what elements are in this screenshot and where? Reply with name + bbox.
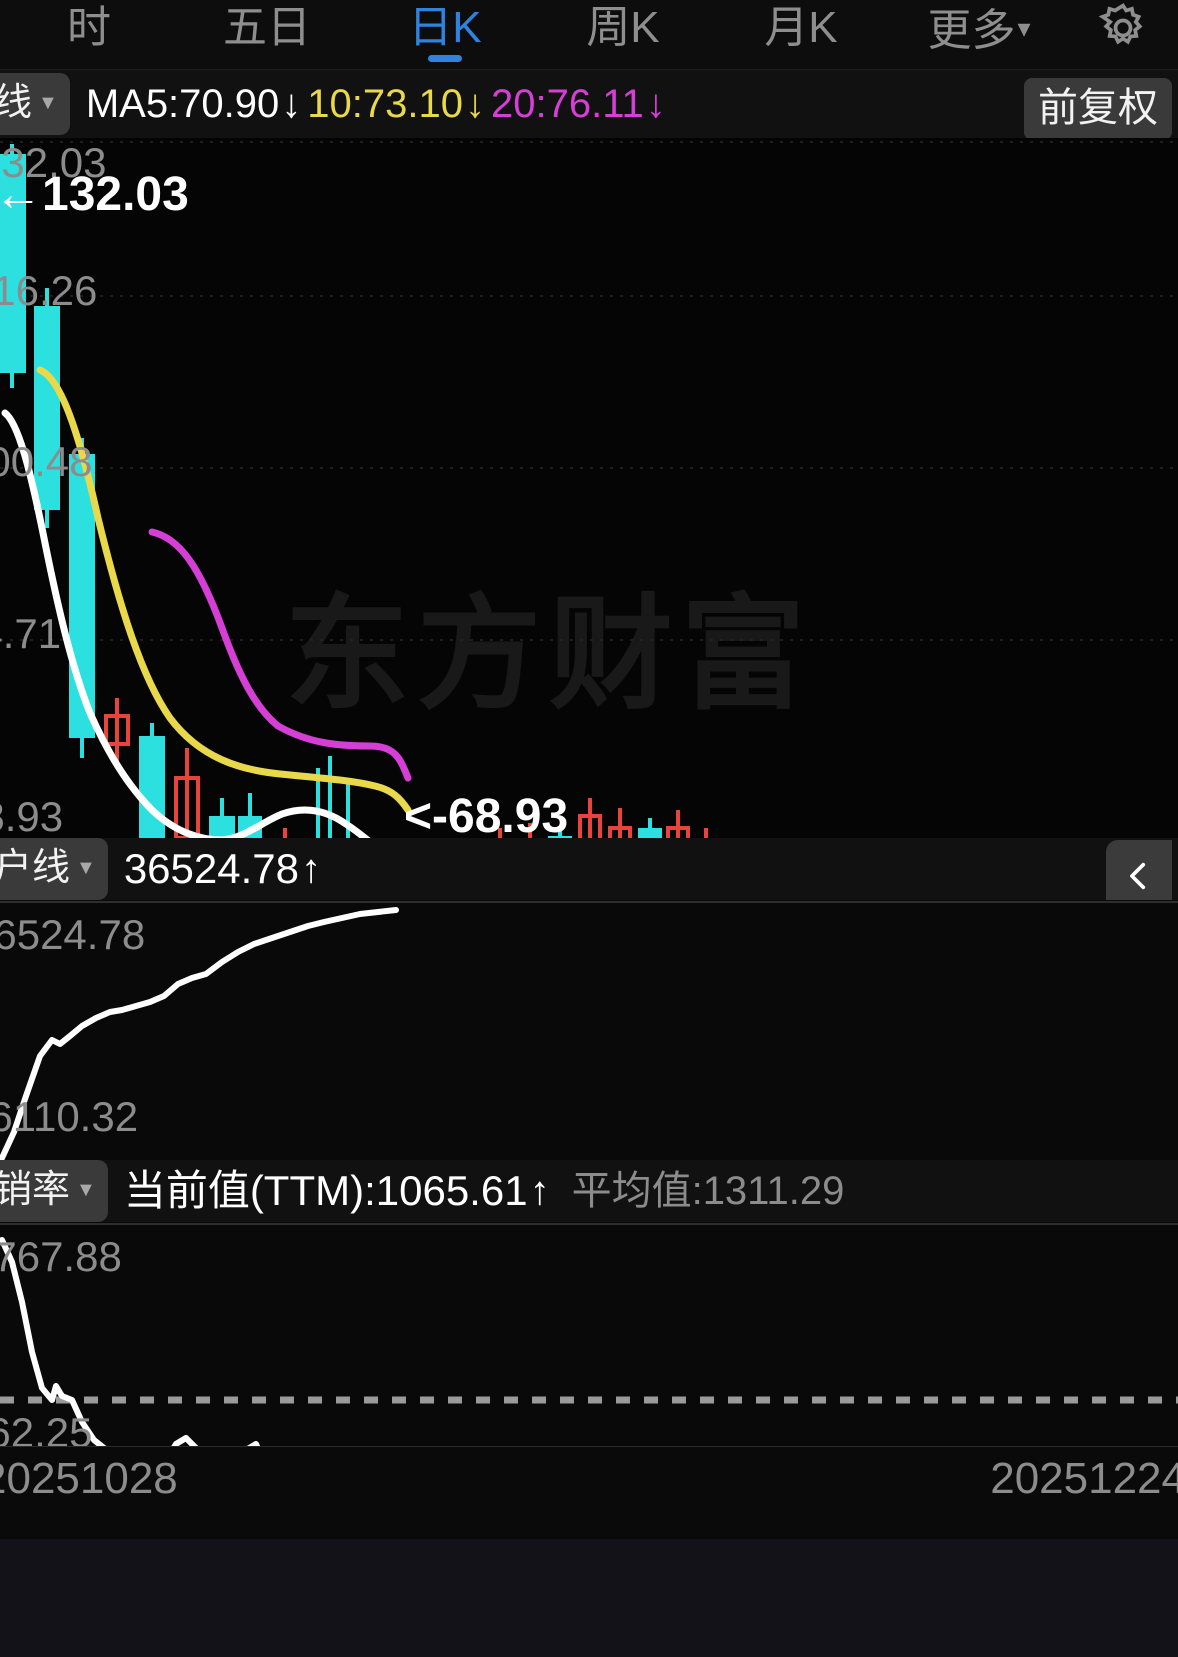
tab-intraday[interactable]: 时 (0, 0, 178, 70)
tab-five-day[interactable]: 五日 (178, 0, 356, 70)
low-price-annotation: <-68.93 (404, 790, 569, 842)
ma10-value: 10:73.10 (307, 82, 463, 126)
ps-ratio-panel[interactable]: 1767.88 862.25 (0, 1222, 1178, 1447)
ps-ratio-indicator-row: 销率 ▼ 当前值(TTM):1065.61 ↑ 平均值:1311.29 (0, 1160, 1178, 1222)
price-axis-label-4: 84.71 (0, 610, 62, 657)
ma-values: MA5:70.90 ↓ 10:73.10 ↓ 20:76.11 ↓ (86, 84, 672, 124)
chart-period-tabbar: 时 五日 日K 周K 月K 更多▾ (0, 0, 1178, 70)
ma5-direction-arrow: ↓ (281, 82, 302, 126)
panel2-indicator-selector[interactable]: 户线 ▼ (0, 838, 108, 900)
panel2-direction-arrow: ↑ (301, 846, 321, 891)
price-axis-label-3: 100.48 (0, 438, 93, 485)
shareholder-count-panel[interactable]: 36524.78 16110.32 (0, 900, 1178, 1165)
panel3-indicator-label: 销率 (0, 1169, 71, 1211)
chevron-left-icon (1122, 855, 1156, 902)
panel3-average-value: 平均值:1311.29 (571, 1169, 845, 1213)
ma-indicator-row: 线 ▼ MA5:70.90 ↓ 10:73.10 ↓ 20:76.11 ↓ (0, 70, 1178, 138)
tab-weekly-k-label: 周K (586, 3, 660, 52)
chevron-down-icon: ▾ (1017, 13, 1031, 43)
ps-ratio-line-plot (0, 1223, 1178, 1446)
ma10-direction-arrow: ↓ (464, 82, 485, 126)
date-axis-start: 20251028 (0, 1454, 178, 1503)
panel3-current-value: 当前值(TTM):1065.61 (123, 1167, 528, 1214)
panel3-axis-top-label: 1767.88 (0, 1233, 122, 1280)
tab-daily-k-label: 日K (408, 3, 482, 52)
tab-intraday-label: 时 (67, 3, 111, 52)
price-adjust-label: 前复权 (1038, 86, 1158, 130)
tab-monthly-k-label: 月K (764, 3, 838, 52)
tab-weekly-k[interactable]: 周K (534, 0, 712, 70)
ma20-direction-arrow: ↓ (645, 82, 666, 126)
ma5-value: MA5:70.90 (85, 82, 280, 126)
panel2-value: 36524.78 (123, 845, 299, 892)
shareholder-line-plot (0, 901, 1178, 1161)
date-axis: 20251028 20251224 (0, 1447, 1178, 1539)
tab-daily-k[interactable]: 日K (356, 0, 534, 70)
price-adjust-button[interactable]: 前复权 (1024, 78, 1172, 140)
panel3-axis-bottom-label: 862.25 (0, 1409, 93, 1447)
gear-icon (1095, 0, 1151, 56)
date-axis-end: 20251224 (990, 1454, 1178, 1503)
panel2-axis-bottom-label: 16110.32 (0, 1093, 139, 1140)
ma-indicator-label: 线 (0, 82, 33, 124)
tab-more[interactable]: 更多▾ (890, 0, 1068, 70)
bottom-spacer (0, 1539, 1178, 1657)
shareholder-indicator-row: 户线 ▼ 36524.78 ↑ (0, 838, 1178, 900)
panel2-indicator-label: 户线 (0, 847, 71, 889)
price-axis-label-5: 68.93 (0, 793, 64, 840)
chevron-down-icon: ▼ (38, 92, 58, 114)
ma20-value: 20:76.11 (490, 82, 644, 126)
tab-active-underline (428, 55, 462, 62)
panel3-direction-arrow: ↑ (529, 1168, 550, 1213)
panel2-values: 36524.78 ↑ (124, 847, 321, 892)
dk-point-button-wrapper: DK点 (664, 78, 982, 218)
ma-indicator-selector[interactable]: 线 ▼ (0, 73, 70, 135)
price-axis-label-2: 116.26 (0, 267, 98, 314)
panel3-values: 当前值(TTM):1065.61 ↑ 平均值:1311.29 (124, 1169, 845, 1214)
tab-monthly-k[interactable]: 月K (712, 0, 890, 70)
chevron-down-icon: ▼ (76, 857, 96, 879)
high-price-annotation: ←132.03 (0, 168, 189, 221)
tab-five-day-label: 五日 (223, 3, 311, 52)
panel2-axis-top-label: 36524.78 (0, 911, 146, 958)
candlestick-plot (0, 141, 1178, 841)
candlestick-panel[interactable]: 东方财富 (0, 138, 1178, 842)
panel3-indicator-selector[interactable]: 销率 ▼ (0, 1160, 108, 1222)
price-axis-label-1: 132.03 (0, 139, 107, 186)
tab-more-label: 更多 (927, 6, 1016, 55)
chevron-down-icon: ▼ (76, 1179, 96, 1201)
settings-button[interactable] (1068, 0, 1178, 70)
